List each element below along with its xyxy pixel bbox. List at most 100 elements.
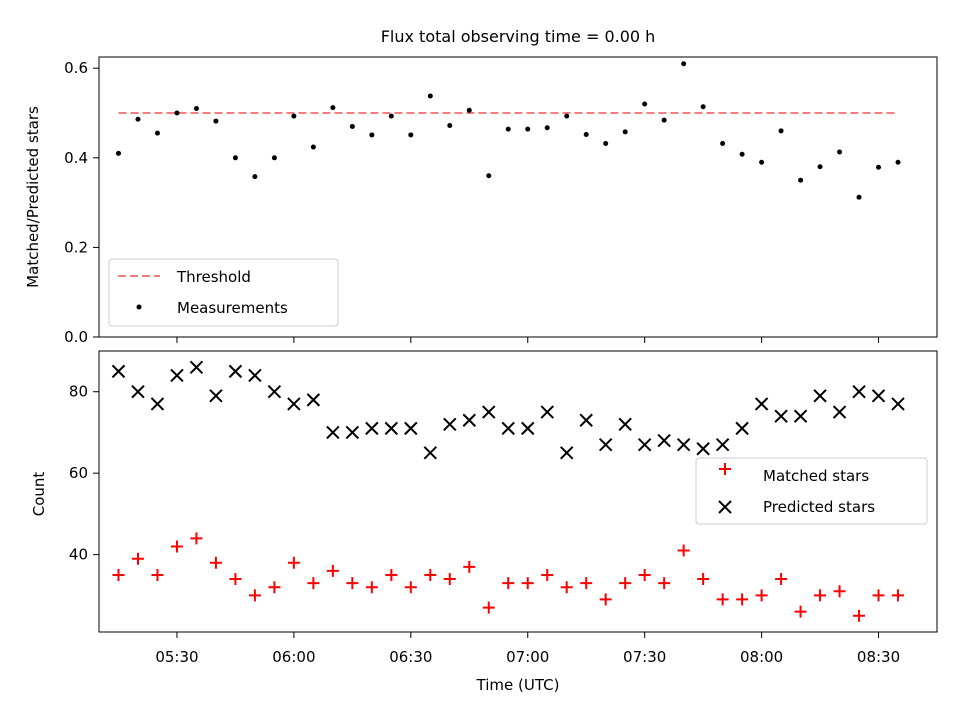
matched-star-point <box>229 573 242 586</box>
measurement-point <box>603 140 609 146</box>
measurement-point <box>661 117 667 123</box>
predicted-star-point <box>209 389 223 403</box>
measurement-point <box>408 132 414 138</box>
matched-star-point <box>677 544 690 557</box>
matched-star-point <box>775 573 788 586</box>
matched-star-point <box>463 560 476 573</box>
measurement-point <box>252 174 258 180</box>
matched-star-point <box>170 540 183 553</box>
predicted-star-point <box>832 405 847 419</box>
predicted-star-point <box>111 364 126 379</box>
predicted-star-point <box>501 421 515 436</box>
measurement-point <box>486 173 492 179</box>
count-x-tick-label: 06:30 <box>389 648 432 666</box>
measurement-point <box>759 159 765 165</box>
predicted-star-point <box>560 446 574 460</box>
matched-star-point <box>658 577 671 590</box>
measurement-point <box>310 144 316 150</box>
measurement-point <box>876 164 882 170</box>
count-plot-legend-box <box>695 457 928 525</box>
matched-star-point <box>385 568 398 581</box>
measurement-point <box>544 125 550 131</box>
count-y-tick-label: 80 <box>69 383 88 401</box>
measurement-point <box>583 132 589 138</box>
measurement-point <box>115 150 121 156</box>
measurement-point <box>232 155 238 161</box>
matched-star-point <box>151 568 164 581</box>
predicted-star-point <box>482 405 496 419</box>
measurement-point <box>525 126 531 132</box>
count-plot-y-ticks: 40 60 80 <box>69 383 99 564</box>
count-x-tick-label: 08:30 <box>857 648 900 666</box>
matched-star-point <box>736 593 749 606</box>
measurement-point <box>622 129 628 135</box>
matched-star-point <box>268 581 281 594</box>
predicted-star-point <box>540 405 554 419</box>
measurement-point <box>505 126 511 132</box>
count-x-tick-label: 07:00 <box>506 648 549 666</box>
matched-star-point <box>482 601 495 614</box>
predicted-star-point <box>423 446 438 460</box>
matched-star-point <box>404 581 417 594</box>
matched-star-point <box>112 568 125 581</box>
predicted-stars-legend-label: Predicted stars <box>763 498 875 516</box>
measurement-point <box>349 123 355 129</box>
predicted-star-point <box>813 389 827 403</box>
ratio-y-tick-label: 0.6 <box>64 59 88 77</box>
predicted-star-point <box>150 397 165 411</box>
ratio-plot: 0.0 0.2 0.4 0.6 Matched/Predicted stars Thr… <box>24 56 938 346</box>
predicted-star-point <box>871 389 886 403</box>
ratio-plot-y-ticks: 0.0 0.2 0.4 0.6 <box>64 59 99 346</box>
measurement-point <box>291 113 297 119</box>
matched-star-point <box>131 552 144 565</box>
predicted-star-point <box>696 442 710 456</box>
predicted-star-point <box>170 368 184 383</box>
matched-star-point <box>814 589 827 602</box>
predicted-star-point <box>404 421 418 436</box>
predicted-star-point <box>189 360 204 374</box>
predicted-star-point <box>365 421 379 436</box>
measurement-point <box>174 110 180 116</box>
count-x-tick-label: 06:00 <box>272 648 315 666</box>
chart-title: Flux total observing time = 0.00 h <box>381 27 656 46</box>
matched-star-point <box>716 593 729 606</box>
predicted-star-point <box>443 417 457 432</box>
predicted-star-point <box>793 409 808 423</box>
predicted-star-point <box>384 421 399 436</box>
predicted-star-point <box>852 385 866 399</box>
matched-star-point <box>580 577 593 590</box>
measurement-point <box>447 123 453 129</box>
predicted-star-point <box>618 417 632 432</box>
measurement-point <box>700 104 706 110</box>
ratio-plot-legend: Threshold Measurements <box>108 258 339 327</box>
measurements-legend-swatch <box>136 304 142 310</box>
matched-star-point <box>326 564 339 577</box>
measurement-point <box>427 93 433 99</box>
measurement-point <box>135 116 141 122</box>
matched-star-point <box>346 577 359 590</box>
matched-star-point <box>872 589 885 602</box>
matched-stars-legend-label: Matched stars <box>763 467 869 485</box>
predicted-star-point <box>676 437 691 452</box>
count-y-tick-label: 60 <box>69 464 88 482</box>
count-plot-y-label: Count <box>30 472 48 517</box>
measurement-point <box>642 101 648 107</box>
matched-star-point <box>638 568 651 581</box>
count-y-tick-label: 40 <box>69 546 88 564</box>
measurement-point <box>466 107 472 113</box>
predicted-star-point <box>131 385 145 399</box>
measurement-point <box>798 177 804 183</box>
matched-star-point <box>502 577 515 590</box>
predicted-star-point <box>891 397 905 411</box>
matched-star-point <box>287 556 300 569</box>
measurement-point <box>193 106 199 112</box>
matched-star-point <box>190 532 203 545</box>
count-x-tick-label: 05:30 <box>155 648 198 666</box>
predicted-star-point <box>306 393 321 407</box>
matched-star-point <box>755 589 768 602</box>
predicted-star-point <box>579 413 593 427</box>
predicted-star-point <box>637 437 652 452</box>
measurement-point <box>154 130 160 136</box>
predicted-star-point <box>345 425 360 440</box>
